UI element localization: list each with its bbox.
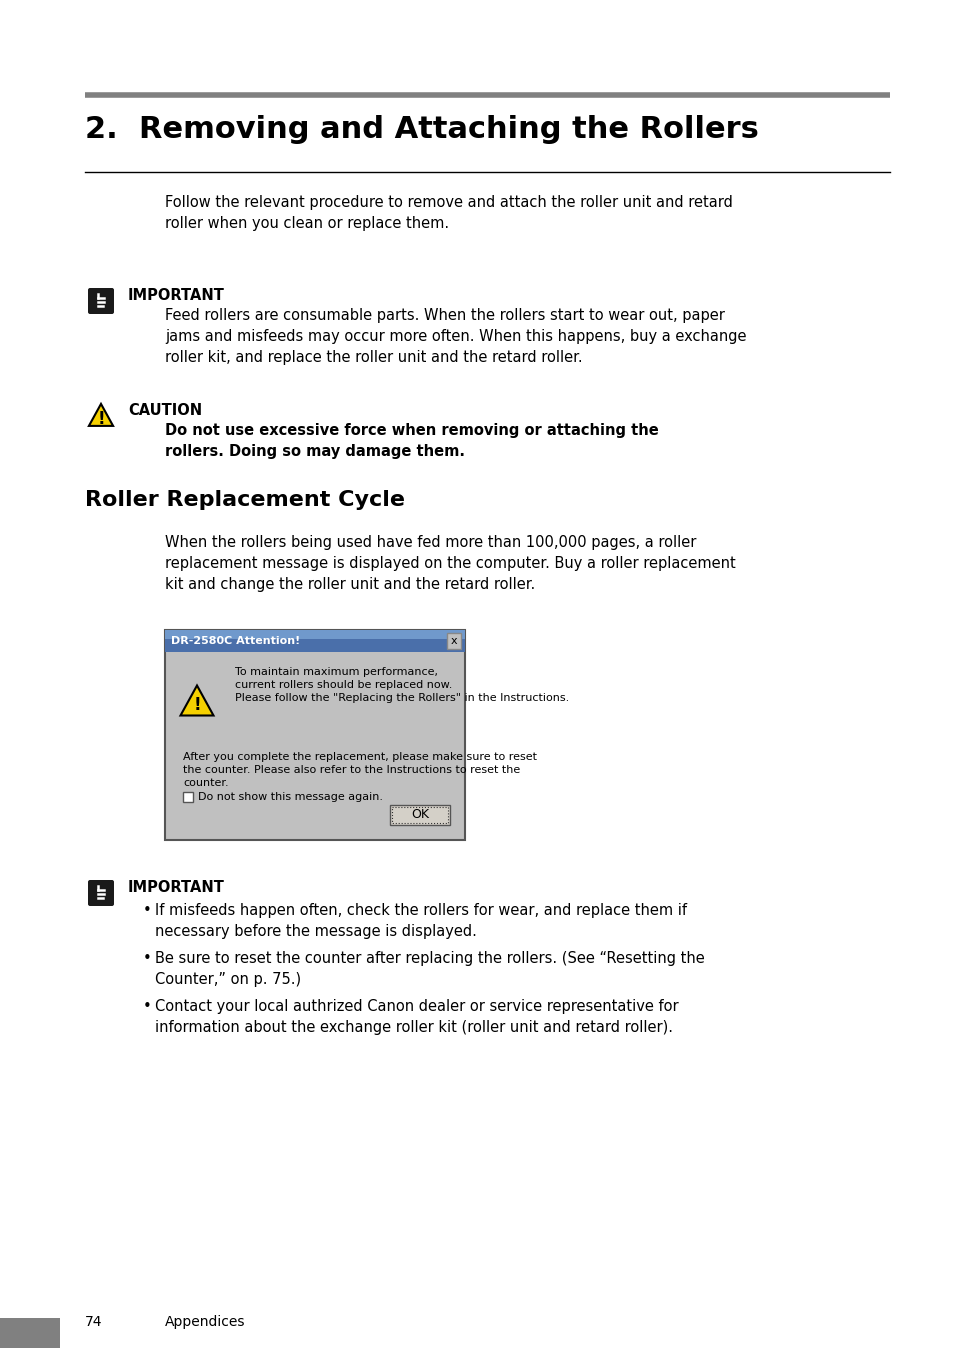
Text: Do not use excessive force when removing or attaching the
rollers. Doing so may : Do not use excessive force when removing… bbox=[165, 423, 659, 460]
Bar bbox=[165, 630, 464, 639]
Bar bbox=[0, 1318, 60, 1348]
Bar bbox=[183, 793, 193, 802]
Bar bbox=[165, 630, 464, 840]
Text: Contact your local authrized Canon dealer or service representative for
informat: Contact your local authrized Canon deale… bbox=[154, 999, 678, 1035]
Text: x: x bbox=[450, 636, 456, 646]
Text: OK: OK bbox=[411, 809, 429, 821]
Bar bbox=[392, 807, 448, 824]
Text: When the rollers being used have fed more than 100,000 pages, a roller
replaceme: When the rollers being used have fed mor… bbox=[165, 535, 735, 592]
Text: After you complete the replacement, please make sure to reset
the counter. Pleas: After you complete the replacement, plea… bbox=[183, 752, 537, 789]
Text: IMPORTANT: IMPORTANT bbox=[128, 880, 225, 895]
Polygon shape bbox=[180, 686, 213, 716]
Text: •: • bbox=[143, 950, 152, 967]
Text: •: • bbox=[143, 999, 152, 1014]
Text: CAUTION: CAUTION bbox=[128, 403, 202, 418]
Polygon shape bbox=[89, 404, 113, 426]
Text: 2.  Removing and Attaching the Rollers: 2. Removing and Attaching the Rollers bbox=[85, 115, 758, 144]
Text: !: ! bbox=[97, 410, 105, 429]
Text: Do not show this message again.: Do not show this message again. bbox=[198, 793, 382, 802]
Bar bbox=[165, 630, 464, 652]
Text: Be sure to reset the counter after replacing the rollers. (See “Resetting the
Co: Be sure to reset the counter after repla… bbox=[154, 950, 704, 987]
Text: DR-2580C Attention!: DR-2580C Attention! bbox=[171, 636, 300, 646]
Text: !: ! bbox=[193, 696, 200, 714]
Text: Feed rollers are consumable parts. When the rollers start to wear out, paper
jam: Feed rollers are consumable parts. When … bbox=[165, 307, 745, 365]
FancyBboxPatch shape bbox=[88, 880, 113, 906]
Text: Follow the relevant procedure to remove and attach the roller unit and retard
ro: Follow the relevant procedure to remove … bbox=[165, 195, 732, 231]
Text: Roller Replacement Cycle: Roller Replacement Cycle bbox=[85, 491, 405, 510]
Bar bbox=[447, 634, 460, 648]
Text: •: • bbox=[143, 903, 152, 918]
Bar bbox=[390, 805, 450, 825]
Text: If misfeeds happen often, check the rollers for wear, and replace them if
necess: If misfeeds happen often, check the roll… bbox=[154, 903, 686, 940]
Text: IMPORTANT: IMPORTANT bbox=[128, 288, 225, 303]
Text: 74: 74 bbox=[85, 1316, 102, 1329]
Text: To maintain maximum performance,
current rollers should be replaced now.
Please : To maintain maximum performance, current… bbox=[234, 667, 569, 704]
FancyBboxPatch shape bbox=[88, 288, 113, 314]
Text: Appendices: Appendices bbox=[165, 1316, 245, 1329]
